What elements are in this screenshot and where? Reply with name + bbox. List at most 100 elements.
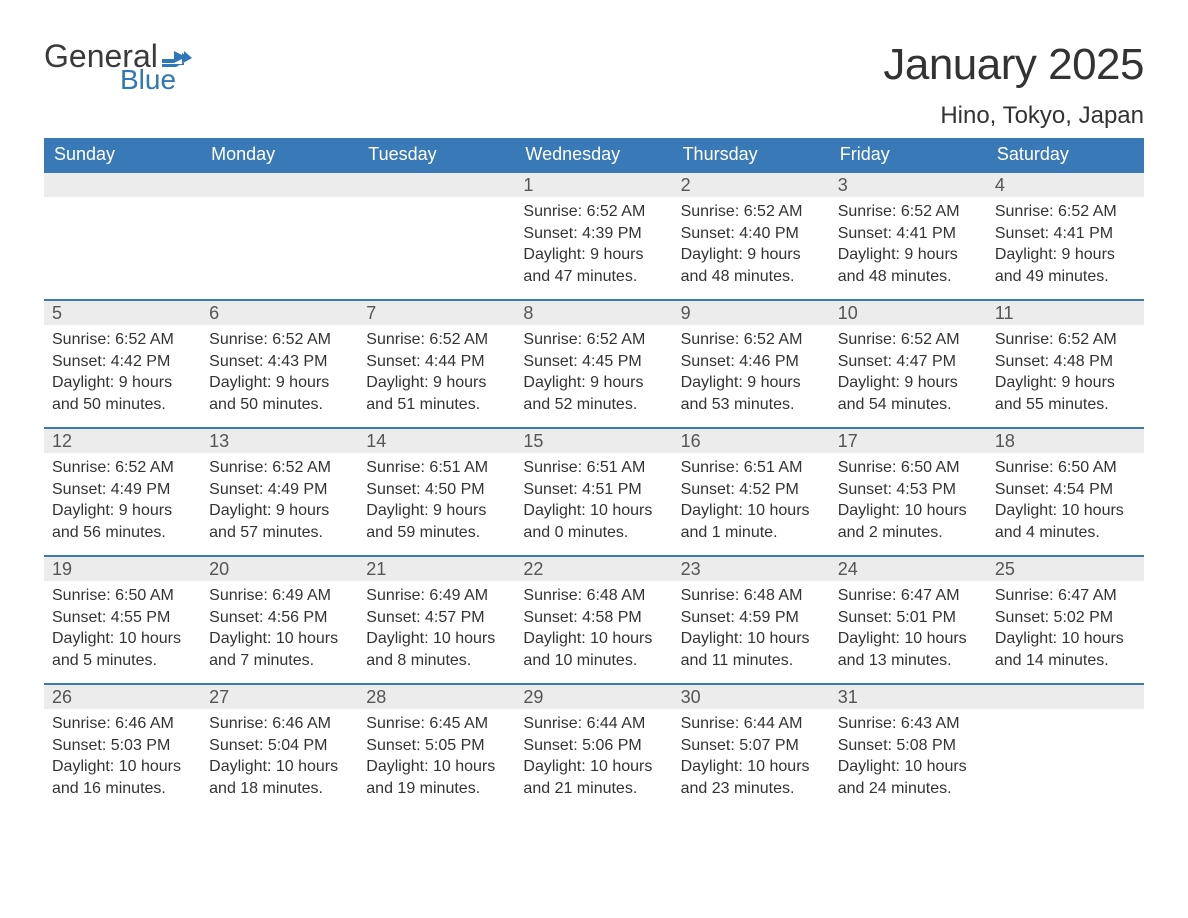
daylight-line: Daylight: 9 hours and 49 minutes.: [995, 244, 1136, 287]
calendar-day-cell: 17Sunrise: 6:50 AMSunset: 4:53 PMDayligh…: [830, 428, 987, 556]
sunset-line: Sunset: 4:41 PM: [838, 223, 979, 245]
calendar-day-cell: 16Sunrise: 6:51 AMSunset: 4:52 PMDayligh…: [673, 428, 830, 556]
sunrise-line: Sunrise: 6:50 AM: [995, 457, 1136, 479]
day-number: 7: [358, 301, 515, 325]
sunset-line: Sunset: 4:59 PM: [681, 607, 822, 629]
calendar-day-cell: 12Sunrise: 6:52 AMSunset: 4:49 PMDayligh…: [44, 428, 201, 556]
daylight-line: Daylight: 10 hours and 19 minutes.: [366, 756, 507, 799]
daylight-line: Daylight: 9 hours and 51 minutes.: [366, 372, 507, 415]
calendar-header-row: SundayMondayTuesdayWednesdayThursdayFrid…: [44, 138, 1144, 172]
calendar-day-cell: 5Sunrise: 6:52 AMSunset: 4:42 PMDaylight…: [44, 300, 201, 428]
day-content: Sunrise: 6:52 AMSunset: 4:41 PMDaylight:…: [987, 197, 1144, 295]
daylight-line: Daylight: 10 hours and 14 minutes.: [995, 628, 1136, 671]
sunrise-line: Sunrise: 6:49 AM: [366, 585, 507, 607]
sunset-line: Sunset: 5:03 PM: [52, 735, 193, 757]
calendar-day-cell: [201, 172, 358, 300]
weekday-header: Monday: [201, 138, 358, 172]
weekday-header: Friday: [830, 138, 987, 172]
day-number: 15: [515, 429, 672, 453]
calendar-week-row: 5Sunrise: 6:52 AMSunset: 4:42 PMDaylight…: [44, 300, 1144, 428]
day-number: 19: [44, 557, 201, 581]
day-number: 20: [201, 557, 358, 581]
sunset-line: Sunset: 4:42 PM: [52, 351, 193, 373]
sunrise-line: Sunrise: 6:52 AM: [838, 201, 979, 223]
day-number: 10: [830, 301, 987, 325]
daylight-line: Daylight: 10 hours and 4 minutes.: [995, 500, 1136, 543]
sunrise-line: Sunrise: 6:52 AM: [52, 457, 193, 479]
day-number: 26: [44, 685, 201, 709]
day-content: Sunrise: 6:52 AMSunset: 4:42 PMDaylight:…: [44, 325, 201, 423]
sunrise-line: Sunrise: 6:47 AM: [838, 585, 979, 607]
calendar-week-row: 26 Sunrise: 6:46 AM Sunset: 5:03 PM Dayligh…: [44, 684, 1144, 812]
sunrise-line: Sunrise: 6:43 AM: [838, 713, 979, 735]
day-content: [201, 197, 358, 277]
weekday-header: Sunday: [44, 138, 201, 172]
sunset-line: Sunset: 4:50 PM: [366, 479, 507, 501]
day-content: Sunrise: 6:43 AMSunset: 5:08 PMDaylight:…: [830, 709, 987, 807]
sunset-line: Sunset: 4:54 PM: [995, 479, 1136, 501]
day-number: 27: [201, 685, 358, 709]
sunrise-line: Sunrise: 6:52 AM: [995, 329, 1136, 351]
day-number: 13: [201, 429, 358, 453]
sunset-line: Sunset: 4:45 PM: [523, 351, 664, 373]
sunrise-line: Sunrise: 6:45 AM: [366, 713, 507, 735]
calendar-day-cell: 28 Sunrise: 6:45 AMSunset: 5:05 PMDayligh…: [358, 684, 515, 812]
calendar-day-cell: 7Sunrise: 6:52 AMSunset: 4:44 PMDaylight…: [358, 300, 515, 428]
sunset-line: Sunset: 5:06 PM: [523, 735, 664, 757]
day-number: 3: [830, 173, 987, 197]
sunset-line: Sunset: 4:49 PM: [52, 479, 193, 501]
calendar-week-row: 12Sunrise: 6:52 AMSunset: 4:49 PMDayligh…: [44, 428, 1144, 556]
calendar-day-cell: 23Sunrise: 6:48 AMSunset: 4:59 PMDayligh…: [673, 556, 830, 684]
day-number: 22: [515, 557, 672, 581]
weekday-header: Tuesday: [358, 138, 515, 172]
calendar-day-cell: 25Sunrise: 6:47 AMSunset: 5:02 PMDayligh…: [987, 556, 1144, 684]
daylight-line: Daylight: 9 hours and 50 minutes.: [209, 372, 350, 415]
sunset-line: Sunset: 4:56 PM: [209, 607, 350, 629]
sunrise-line: Sunrise: 6:52 AM: [52, 329, 193, 351]
day-number: 8: [515, 301, 672, 325]
day-number: 14: [358, 429, 515, 453]
weekday-header: Saturday: [987, 138, 1144, 172]
calendar-day-cell: 20Sunrise: 6:49 AMSunset: 4:56 PMDayligh…: [201, 556, 358, 684]
daylight-line: Daylight: 10 hours and 7 minutes.: [209, 628, 350, 671]
calendar-day-cell: 27Sunrise: 6:46 AMSunset: 5:04 PMDayligh…: [201, 684, 358, 812]
day-content: [44, 197, 201, 277]
day-number: 28: [358, 685, 515, 709]
sunset-line: Sunset: 4:58 PM: [523, 607, 664, 629]
day-number: 24: [830, 557, 987, 581]
daylight-line: Daylight: 10 hours and 21 minutes.: [523, 756, 664, 799]
sunrise-line: Sunrise: 6:51 AM: [366, 457, 507, 479]
calendar-day-cell: 3 Sunrise: 6:52 AMSunset: 4:41 PMDaylight…: [830, 172, 987, 300]
day-number: 1: [515, 173, 672, 197]
sunrise-line: Sunrise: 6:50 AM: [838, 457, 979, 479]
day-content: Sunrise: 6:46 AMSunset: 5:04 PMDaylight:…: [201, 709, 358, 807]
day-content: Sunrise: 6:51 AMSunset: 4:50 PMDaylight:…: [358, 453, 515, 551]
sunset-line: Sunset: 5:05 PM: [366, 735, 507, 757]
weekday-header: Wednesday: [515, 138, 672, 172]
sunset-line: Sunset: 4:51 PM: [523, 479, 664, 501]
day-content: Sunrise: 6:52 AMSunset: 4:43 PMDaylight:…: [201, 325, 358, 423]
calendar-day-cell: 14Sunrise: 6:51 AMSunset: 4:50 PMDayligh…: [358, 428, 515, 556]
day-content: Sunrise: 6:50 AMSunset: 4:55 PMDaylight:…: [44, 581, 201, 679]
sunrise-line: Sunrise: 6:44 AM: [681, 713, 822, 735]
day-content: [358, 197, 515, 277]
sunset-line: Sunset: 4:40 PM: [681, 223, 822, 245]
sunrise-line: Sunrise: 6:50 AM: [52, 585, 193, 607]
daylight-line: Daylight: 9 hours and 53 minutes.: [681, 372, 822, 415]
day-content: Sunrise: 6:52 AMSunset: 4:40 PMDaylight:…: [673, 197, 830, 295]
sunset-line: Sunset: 5:04 PM: [209, 735, 350, 757]
sunrise-line: Sunrise: 6:48 AM: [681, 585, 822, 607]
sunset-line: Sunset: 4:43 PM: [209, 351, 350, 373]
calendar-day-cell: [358, 172, 515, 300]
day-number: 17: [830, 429, 987, 453]
daylight-line: Daylight: 10 hours and 23 minutes.: [681, 756, 822, 799]
daylight-line: Daylight: 10 hours and 8 minutes.: [366, 628, 507, 671]
daylight-line: Daylight: 9 hours and 48 minutes.: [838, 244, 979, 287]
daylight-line: Daylight: 10 hours and 24 minutes.: [838, 756, 979, 799]
sunrise-line: Sunrise: 6:47 AM: [995, 585, 1136, 607]
day-number: 25: [987, 557, 1144, 581]
sunrise-line: Sunrise: 6:46 AM: [209, 713, 350, 735]
calendar-week-row: 1Sunrise: 6:52 AMSunset: 4:39 PMDaylight…: [44, 172, 1144, 300]
sunrise-line: Sunrise: 6:52 AM: [681, 329, 822, 351]
calendar-day-cell: 1Sunrise: 6:52 AMSunset: 4:39 PMDaylight…: [515, 172, 672, 300]
